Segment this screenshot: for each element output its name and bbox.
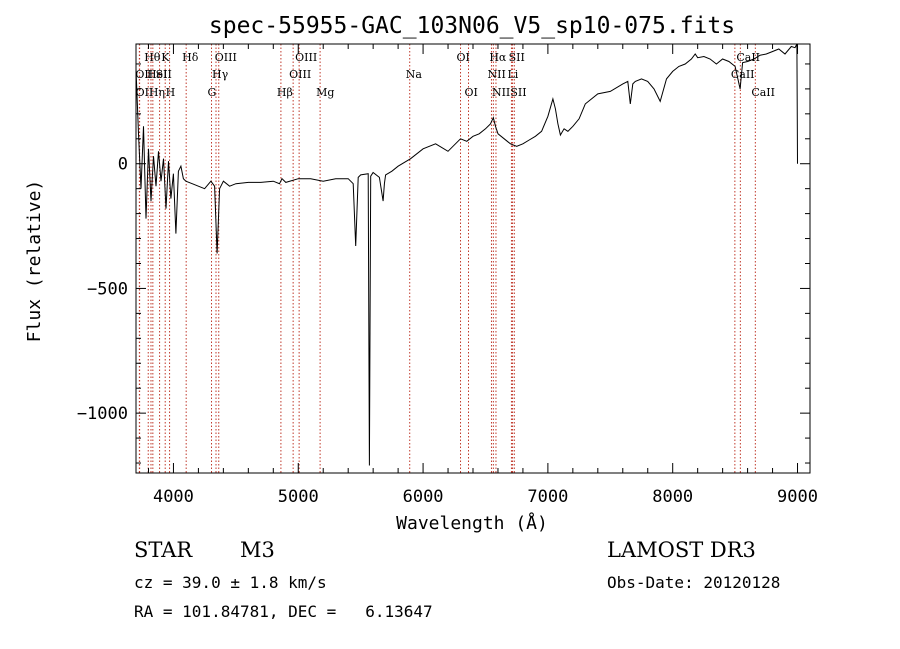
spectrum-line (135, 43, 798, 466)
spectral-line-label: CaII (731, 68, 755, 81)
spectral-line-label: OIII (295, 51, 317, 64)
spectral-line-label: HeI (147, 68, 167, 81)
redshift-readout: cz = 39.0 ± 1.8 km/s (134, 573, 327, 592)
spectral-line-label: K (161, 51, 170, 64)
spectral-line-label: OI (465, 86, 478, 99)
y-axis-label: Flux (relative) (24, 180, 45, 343)
spectral-line-label: Hα (489, 51, 507, 64)
spectral-line-label: Hθ (144, 51, 161, 64)
object-subclass: M3 (240, 538, 275, 562)
spectral-line-label: Hγ (212, 68, 229, 81)
x-tick-label: 5000 (278, 487, 319, 507)
spectral-line-label: OIII (215, 51, 237, 64)
x-tick-label: 8000 (652, 487, 693, 507)
spectral-line-label: SII (510, 86, 526, 99)
spectral-line-label: H (166, 86, 176, 99)
spectral-line-label: CaII (751, 86, 775, 99)
spectral-line-label: G (208, 86, 217, 99)
spectral-line-label: OIII (289, 68, 311, 81)
x-tick-label: 7000 (527, 487, 568, 507)
spectral-line-label: SII (509, 51, 525, 64)
x-axis-label: Wavelength (Å) (396, 512, 548, 534)
spectral-line-label: Na (406, 68, 423, 81)
spectral-line-label: NII (487, 68, 505, 81)
observation-date: Obs-Date: 20120128 (607, 573, 781, 592)
spectral-line-label: Hη (149, 86, 165, 99)
y-tick-label: 0 (118, 155, 128, 175)
survey-name: LAMOST DR3 (607, 538, 756, 562)
spectral-line-label: OI (457, 51, 470, 64)
plot-frame (135, 43, 811, 474)
spectral-line-label: NII (492, 86, 510, 99)
spectral-line-label: Li (507, 68, 518, 81)
spectral-line-label: Hβ (277, 86, 293, 99)
spectral-line-label: OII (135, 68, 153, 81)
x-tick-label: 9000 (777, 487, 818, 507)
x-tick-label: 6000 (403, 487, 444, 507)
spectral-line-label: Hδ (182, 51, 199, 64)
axis-ticks: 4000 5000 6000 7000 8000 9000 0 −500 −1000 (77, 44, 818, 507)
y-tick-label: −500 (87, 279, 128, 299)
spectral-line-label: CaII (736, 51, 760, 64)
chart-title: spec-55955-GAC_103N06_V5_sp10-075.fits (209, 13, 735, 39)
spectral-line-markers (138, 44, 756, 473)
spectral-line-label: SII (156, 68, 172, 81)
sky-coordinates: RA = 101.84781, DEC = 6.13647 (134, 602, 433, 621)
x-tick-label: 4000 (153, 487, 194, 507)
y-tick-label: −1000 (77, 404, 128, 424)
spectral-line-label: Mg (316, 86, 334, 99)
object-class: STAR (134, 538, 193, 562)
